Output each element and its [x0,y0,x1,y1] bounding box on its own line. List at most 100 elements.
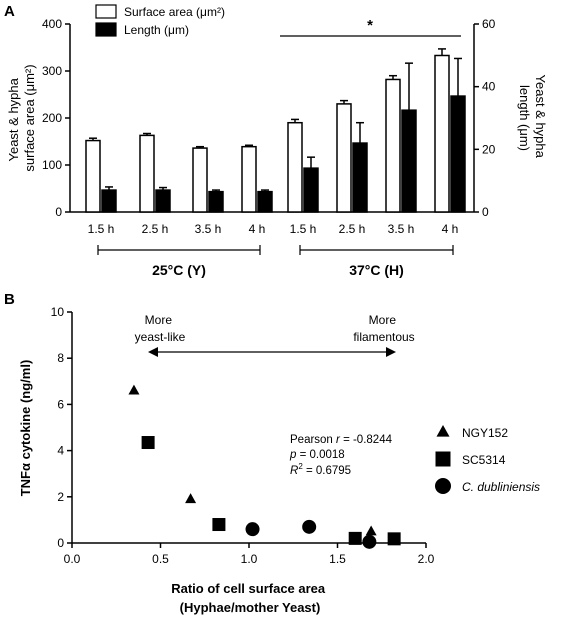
annotation-left-line1: More [145,313,173,327]
surface-area-bar [336,103,352,213]
legend-swatch-surface-area [95,4,117,19]
a-category-label: 1.5 h [88,222,115,236]
pearson-r-symbol: r [336,434,341,446]
panel-a-legend: Surface area (μm²) Length (μm) [95,4,225,37]
a-category-label: 3.5 h [388,222,415,236]
a-right-tick-label: 20 [482,142,496,156]
panel-a-right-title-line1: Yeast & hypha [533,75,548,159]
panel-b-x-title-line1: Ratio of cell surface area [171,581,326,596]
circle-data-point [245,522,260,537]
legend-swatch-length [95,22,117,37]
a-left-tick-label: 300 [42,64,62,78]
square-data-point [141,436,155,450]
p-value: = 0.0018 [296,449,344,461]
length-bar [303,167,319,213]
b-y-tick-label: 10 [51,305,65,319]
a-category-label: 1.5 h [290,222,317,236]
panel-b-x-axis-title: Ratio of cell surface area (Hyphae/mothe… [171,581,329,615]
length-bar [155,189,171,213]
panel-a-left-title-line1: Yeast & hypha [6,77,21,161]
panel-a-label: A [4,3,15,20]
surface-area-bar [434,54,450,213]
annotation-more-yeast-like: More yeast-like [135,313,186,344]
square-data-point [348,531,362,545]
length-bar [401,109,417,213]
r-squared-stat: R2 = 0.6795 [290,462,351,477]
b-x-tick-label: 0.0 [64,552,81,566]
length-bar [352,142,368,213]
b-y-tick-label: 6 [57,397,64,411]
surface-area-bar [287,121,303,213]
surface-area-bar [139,134,155,213]
legend-square-marker [435,451,451,467]
legend-label-length: Length (μm) [124,23,189,37]
a-category-label: 3.5 h [195,222,222,236]
double-arrow [148,347,396,357]
b-y-tick-label: 2 [57,490,64,504]
square-data-point [212,518,226,532]
a-category-label: 2.5 h [339,222,366,236]
legend-label-surface-area: Surface area (μm²) [124,5,225,19]
a-category-label: 2.5 h [142,222,169,236]
panel-a-left-title-line2: surface area (μm²) [22,64,37,171]
triangle-data-point [365,525,377,536]
panel-a-right-axis-title: Yeast & hypha length (μm) [517,75,548,162]
annotation-right-line2: filamentous [353,330,414,344]
a-right-tick-label: 0 [482,205,489,219]
legend-series-label: NGY152 [462,426,508,440]
panel-b-x-title-line2: (Hyphae/mother Yeast) [180,600,321,615]
b-y-tick-label: 4 [57,444,64,458]
panel-a-left-axis-title: Yeast & hypha surface area (μm²) [6,64,37,171]
legend-circle-marker [435,478,451,494]
length-bar [101,189,117,213]
circle-data-point [302,519,317,534]
b-y-tick-label: 0 [57,536,64,550]
r2-value: = 0.6795 [303,465,351,477]
legend-series-label: SC5314 [462,453,506,467]
r2-symbol: R [290,465,298,477]
circle-data-point [362,534,377,549]
a-category-label: 4 h [249,222,266,236]
legend-triangle-marker [436,424,450,437]
surface-area-bar [192,147,208,213]
annotation-more-filamentous: More filamentous [353,313,414,344]
length-bar [450,95,466,213]
panel-b-label: B [4,291,15,308]
group-label: 25°C (Y) [152,262,206,278]
surface-area-bar [385,78,401,213]
annotation-left-line2: yeast-like [135,330,186,344]
p-symbol: p [289,449,297,461]
triangle-data-point [128,384,140,395]
b-x-tick-label: 2.0 [418,552,435,566]
b-y-tick-label: 8 [57,351,64,365]
square-data-point [387,532,401,546]
a-left-tick-label: 0 [55,205,62,219]
panel-a-chart: 0 100 200 300 400 0 20 40 60 1.5 h 2.5 h 3.5 h 4 h… [6,4,548,278]
b-x-tick-label: 1.5 [329,552,346,566]
pearson-r-stat: Pearson r = -0.8244 [290,434,393,446]
panel-b-chart: 0 2 4 6 8 10 0.0 0.5 1.0 1.5 2.0 TNFα cytokine (n… [18,305,540,615]
surface-area-bar [85,139,101,213]
a-left-tick-label: 100 [42,158,62,172]
length-bar [208,190,224,213]
legend-series-label: C. dubliniensis [462,480,540,494]
annotation-right-line1: More [369,313,397,327]
b-x-tick-label: 0.5 [152,552,169,566]
arrow-head-right [386,347,396,357]
significance-star: * [367,17,373,34]
panel-b-legend: NGY152 SC5314 C. dubliniensis [435,424,540,494]
a-right-tick-label: 60 [482,17,496,31]
a-category-label: 4 h [442,222,459,236]
panel-a-right-title-line2: length (μm) [517,85,532,151]
a-right-tick-label: 40 [482,80,496,94]
a-left-tick-label: 400 [42,17,62,31]
triangle-data-point [185,493,197,504]
pearson-r-value: = -0.8244 [340,434,393,446]
group-label: 37°C (H) [349,262,404,278]
b-x-tick-label: 1.0 [241,552,258,566]
r2-superscript: 2 [298,462,303,471]
arrow-head-left [148,347,158,357]
pearson-prefix: Pearson [290,434,336,446]
a-left-tick-label: 200 [42,111,62,125]
